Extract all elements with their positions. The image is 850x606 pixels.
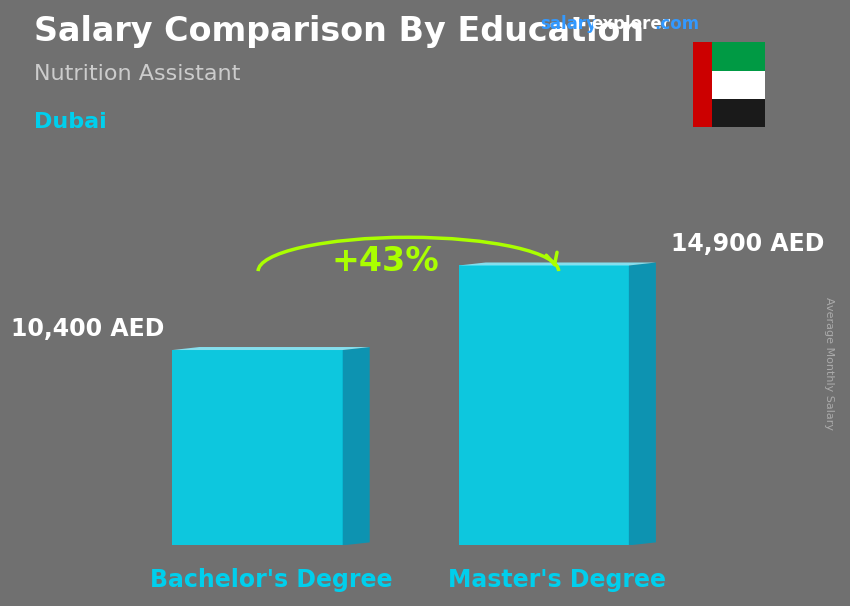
Polygon shape <box>693 42 712 127</box>
Polygon shape <box>629 262 656 545</box>
Text: 10,400 AED: 10,400 AED <box>11 316 165 341</box>
Text: +43%: +43% <box>332 245 439 278</box>
Polygon shape <box>173 350 343 545</box>
Text: Nutrition Assistant: Nutrition Assistant <box>34 64 241 84</box>
Text: .com: .com <box>654 15 700 33</box>
Text: Dubai: Dubai <box>34 112 107 132</box>
Text: Average Monthly Salary: Average Monthly Salary <box>824 297 834 430</box>
Text: explorer: explorer <box>591 15 670 33</box>
Text: Bachelor's Degree: Bachelor's Degree <box>150 568 393 592</box>
Text: Master's Degree: Master's Degree <box>448 568 666 592</box>
Text: Salary Comparison By Education: Salary Comparison By Education <box>34 15 644 48</box>
Polygon shape <box>693 71 765 99</box>
Polygon shape <box>693 99 765 127</box>
Polygon shape <box>459 262 656 265</box>
Polygon shape <box>693 42 765 71</box>
Polygon shape <box>173 347 370 350</box>
Polygon shape <box>459 265 629 545</box>
Text: salary: salary <box>540 15 597 33</box>
Text: 14,900 AED: 14,900 AED <box>672 232 824 256</box>
Polygon shape <box>343 347 370 545</box>
